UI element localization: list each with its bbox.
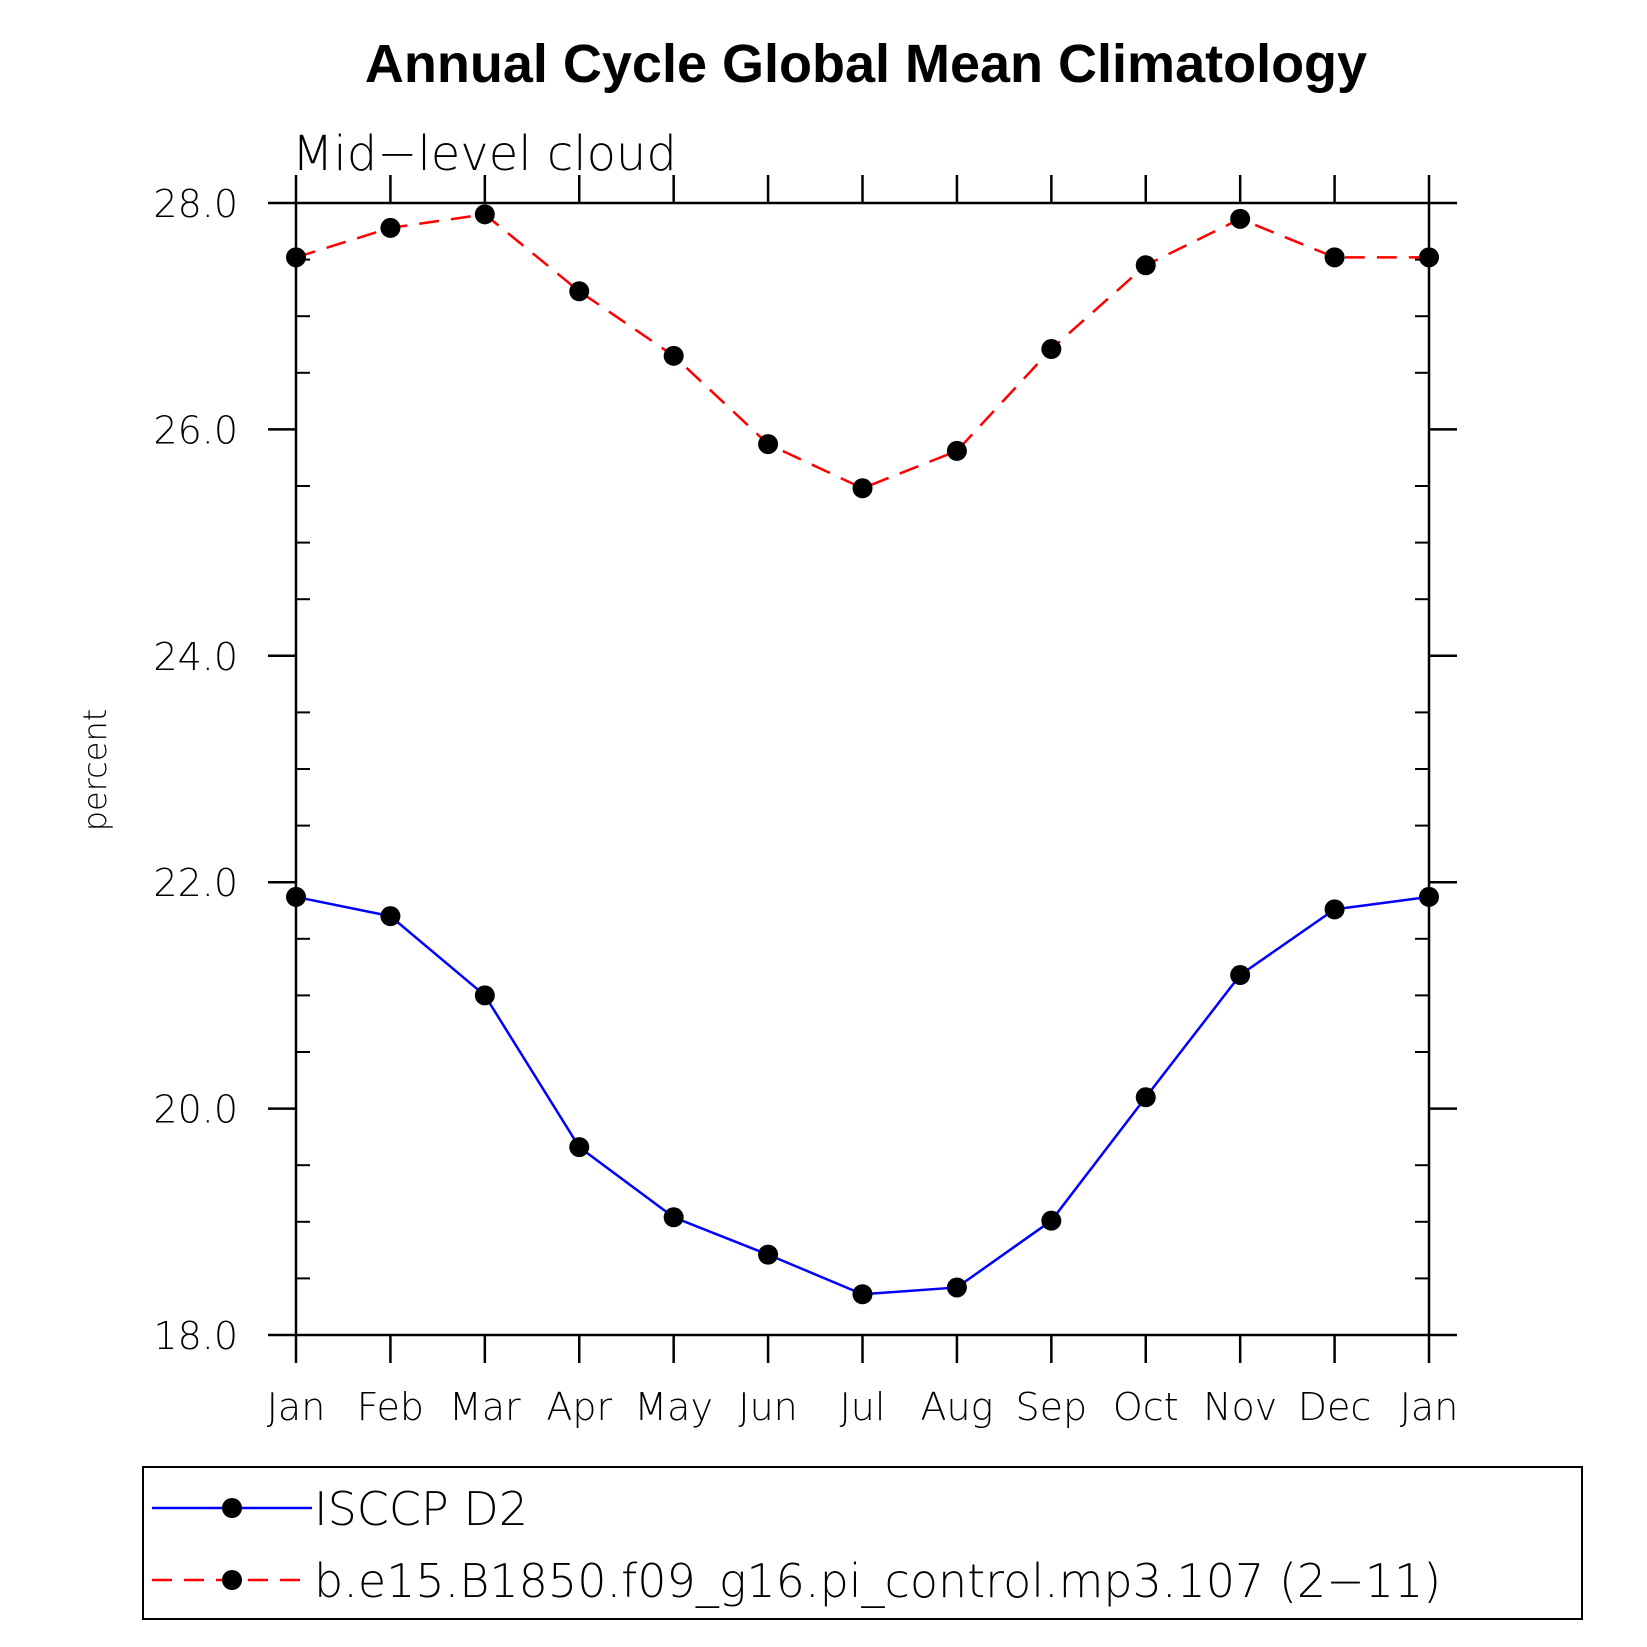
data-point-1 [852, 478, 873, 499]
x-tick-label: Feb [357, 1385, 424, 1429]
data-point-0 [1135, 1087, 1156, 1108]
legend-label-1: b.e15.B1850.f09_g16.pi_control.mp3.107 (… [314, 1554, 1441, 1608]
x-tick-label: Jan [267, 1385, 326, 1429]
data-point-0 [380, 906, 401, 927]
x-tick-label: Sep [1016, 1385, 1088, 1429]
data-point-0 [474, 985, 495, 1006]
data-point-1 [1324, 247, 1345, 268]
y-tick-label: 24.0 [153, 635, 238, 679]
chart-title: Annual Cycle Global Mean Climatology [365, 34, 1367, 94]
data-point-1 [474, 204, 495, 225]
data-point-1 [946, 440, 967, 461]
data-point-1 [1135, 255, 1156, 276]
x-tick-labels: Jan Feb Mar Apr May Jun Jul Aug Sep Oct Nov Dec Jan [267, 1385, 1459, 1429]
series-line-1 [295, 213, 1429, 490]
x-tick-label: Mar [449, 1385, 521, 1429]
data-point-1 [663, 345, 684, 366]
x-tick-label: Apr [546, 1385, 612, 1429]
data-point-0 [1230, 965, 1251, 986]
data-point-1 [569, 281, 590, 302]
legend-label-0: ISCCP D2 [314, 1482, 528, 1536]
data-point-0 [1041, 1210, 1062, 1231]
legend: ISCCP D2 b.e15.B1850.f09_g16.pi_control.m… [152, 1482, 1441, 1608]
data-point-1 [758, 434, 779, 455]
data-point-0 [758, 1244, 779, 1265]
x-tick-label: Jul [840, 1385, 886, 1429]
y-tick-label: 26.0 [153, 408, 238, 452]
plot-frame [294, 201, 1431, 1337]
series-layer [286, 204, 1439, 1305]
x-tick-label: Aug [920, 1385, 993, 1429]
x-tick-label: Jun [738, 1385, 797, 1429]
data-point-1 [1041, 339, 1062, 360]
data-point-0 [286, 886, 306, 907]
data-point-0 [946, 1277, 967, 1298]
legend-box [142, 1466, 1583, 1620]
axis-ticks [268, 175, 1457, 1363]
data-point-0 [663, 1207, 684, 1228]
legend-marker-1 [222, 1570, 242, 1590]
y-tick-label: 22.0 [153, 861, 238, 905]
data-point-1 [286, 247, 306, 268]
x-tick-label: Jan [1400, 1385, 1459, 1429]
data-point-1 [1419, 247, 1439, 268]
legend-marker-0 [222, 1498, 242, 1518]
x-tick-label: Dec [1298, 1385, 1372, 1429]
series-line-0 [295, 895, 1430, 1296]
x-tick-label: Nov [1203, 1385, 1277, 1429]
data-point-1 [1230, 208, 1251, 229]
y-axis-label: percent [76, 709, 114, 832]
x-tick-label: May [634, 1385, 713, 1429]
chart-subtitle: Mid−level cloud [292, 126, 677, 182]
data-point-1 [380, 217, 401, 238]
data-point-0 [852, 1284, 873, 1305]
data-point-0 [1419, 886, 1439, 907]
y-tick-labels: 18.0 20.0 22.0 24.0 26.0 28.0 [153, 182, 238, 1358]
y-tick-label: 18.0 [153, 1314, 238, 1358]
y-tick-label: 20.0 [153, 1088, 238, 1132]
y-tick-label: 28.0 [153, 182, 238, 226]
data-point-0 [569, 1137, 590, 1158]
data-point-0 [1324, 899, 1345, 920]
x-tick-label: Oct [1113, 1385, 1179, 1429]
